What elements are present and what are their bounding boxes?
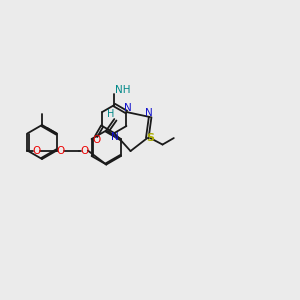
Text: H: H — [106, 109, 114, 119]
Text: O: O — [56, 146, 64, 155]
Text: O: O — [80, 146, 88, 155]
Text: N: N — [111, 132, 119, 142]
Text: NH: NH — [115, 85, 131, 95]
Text: S: S — [146, 133, 154, 143]
Text: N: N — [124, 103, 131, 113]
Text: O: O — [92, 135, 100, 146]
Text: N: N — [145, 108, 153, 118]
Text: O: O — [32, 146, 41, 155]
